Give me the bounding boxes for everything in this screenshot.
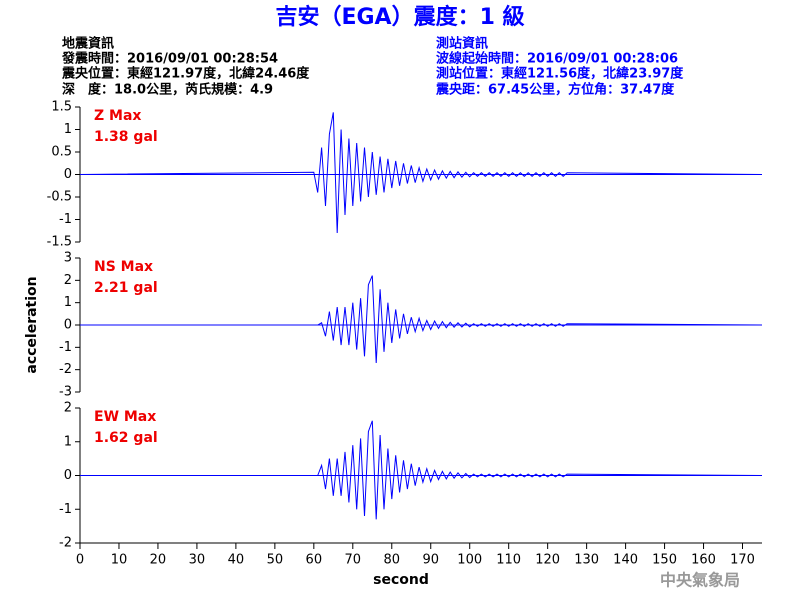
x-tick-label: 0 — [76, 553, 84, 568]
x-tick-label: 10 — [111, 553, 128, 568]
max-label: 1.38 gal — [94, 129, 158, 145]
info-left: 發震時間：2016/09/01 00:28:54 — [61, 51, 278, 67]
info-left: 深 度：18.0公里，芮氏規模：4.9 — [62, 82, 273, 98]
y-tick-label: 2 — [64, 273, 72, 288]
y-tick-label: -0.5 — [47, 190, 72, 205]
y-tick-label: -2 — [59, 362, 72, 377]
info-left: 地震資訊 — [62, 36, 114, 52]
waveform — [79, 112, 763, 234]
x-tick-label: 170 — [730, 553, 755, 568]
x-tick-label: 30 — [189, 553, 206, 568]
y-tick-label: 1 — [64, 122, 72, 137]
y-tick-label: 1.5 — [51, 100, 72, 115]
x-tick-label: 20 — [150, 553, 167, 568]
x-tick-label: 60 — [306, 553, 323, 568]
y-tick-label: 0 — [64, 318, 72, 333]
max-label: 2.21 gal — [94, 280, 158, 296]
chart-title: 吉安（EGA）震度：1 級 — [275, 4, 524, 30]
watermark: 中央氣象局 — [660, 571, 740, 590]
x-tick-label: 90 — [422, 553, 439, 568]
y-tick-label: 1 — [64, 295, 72, 310]
y-tick-label: -3 — [59, 385, 72, 400]
y-tick-label: -1 — [59, 340, 72, 355]
annotation: Z Max — [94, 108, 141, 124]
y-tick-label: 1 — [64, 434, 72, 449]
annotation: NS Max — [94, 259, 153, 275]
x-tick-label: 40 — [228, 553, 245, 568]
info-right: 測站資訊 — [436, 36, 488, 52]
y-axis-label: acceleration — [24, 276, 40, 373]
x-tick-label: 150 — [652, 553, 677, 568]
y-tick-label: 0 — [64, 468, 72, 483]
max-label: 1.62 gal — [94, 430, 158, 446]
y-tick-label: 2 — [64, 401, 72, 416]
x-tick-label: 50 — [267, 553, 284, 568]
y-tick-label: -1.5 — [47, 235, 72, 250]
x-tick-label: 120 — [535, 553, 560, 568]
info-left: 震央位置：東經121.97度，北緯24.46度 — [61, 66, 310, 82]
y-tick-label: 3 — [64, 251, 72, 266]
y-tick-label: 0.5 — [51, 145, 72, 160]
x-tick-label: 130 — [574, 553, 599, 568]
x-tick-label: 110 — [496, 553, 521, 568]
annotation: EW Max — [94, 409, 156, 425]
x-tick-label: 80 — [383, 553, 400, 568]
y-tick-label: -1 — [59, 502, 72, 517]
x-tick-label: 100 — [457, 553, 482, 568]
info-right: 震央距：67.45公里，方位角：37.47度 — [435, 82, 675, 98]
x-tick-label: 160 — [691, 553, 716, 568]
x-tick-label: 140 — [613, 553, 638, 568]
waveform — [80, 275, 763, 364]
y-tick-label: -2 — [59, 536, 72, 551]
y-tick-label: -1 — [59, 212, 72, 227]
info-right: 波線起始時間：2016/09/01 00:28:06 — [436, 51, 678, 67]
info-right: 測站位置：東經121.56度，北緯23.97度 — [436, 66, 684, 82]
x-axis-label: second — [373, 572, 429, 588]
waveform — [80, 420, 763, 520]
y-tick-label: 0 — [64, 167, 72, 182]
x-tick-label: 70 — [345, 553, 362, 568]
